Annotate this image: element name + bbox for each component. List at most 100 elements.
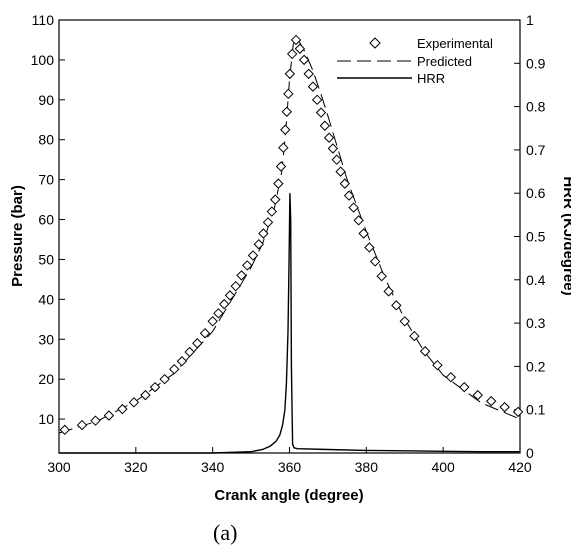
y-tick-label: 40 — [38, 291, 54, 307]
data-point-experimental — [247, 250, 259, 261]
y-tick-label: 80 — [38, 132, 54, 148]
x-tick-label: 340 — [201, 459, 225, 475]
y2-tick-label: 0.9 — [526, 55, 546, 71]
data-point-experimental — [399, 316, 410, 327]
data-point-experimental — [236, 270, 247, 281]
data-point-experimental — [409, 330, 420, 342]
data-point-experimental — [348, 202, 359, 213]
x-tick-label: 360 — [278, 459, 302, 475]
x-tick-label: 300 — [47, 459, 71, 475]
data-point-experimental — [353, 215, 364, 226]
data-point-experimental — [278, 142, 289, 153]
data-point-experimental — [311, 94, 323, 106]
data-point-experimental — [280, 124, 291, 135]
data-point-experimental — [335, 166, 346, 177]
y2-tick-label: 1 — [526, 12, 534, 28]
data-point-experimental — [270, 194, 281, 205]
data-point-experimental — [283, 88, 294, 100]
legend-item-predicted: Predicted — [337, 54, 472, 69]
data-point-experimental — [224, 290, 236, 301]
y-tick-label: 10 — [38, 411, 54, 427]
data-point-experimental — [218, 298, 230, 310]
data-point-experimental — [90, 415, 101, 426]
data-point-experimental — [262, 217, 274, 228]
data-point-experimental — [383, 286, 394, 297]
data-point-experimental — [76, 419, 88, 431]
y-tick-label: 100 — [31, 52, 55, 68]
y-tick-label: 60 — [38, 212, 54, 228]
y2-tick-label: 0 — [526, 445, 534, 461]
y-tick-label: 110 — [32, 12, 55, 28]
x-tick-label: 420 — [508, 459, 532, 475]
data-point-experimental — [281, 106, 293, 117]
y2-tick-label: 0.2 — [526, 358, 546, 374]
data-point-experimental — [103, 410, 115, 421]
data-point-experimental — [284, 68, 296, 80]
data-point-experimental — [339, 178, 351, 189]
data-point-experimental — [140, 389, 151, 401]
legend-diamond-marker — [369, 37, 381, 49]
legend-item-experimental: Experimental — [369, 36, 493, 51]
data-point-experimental — [472, 389, 483, 401]
data-point-experimental — [358, 228, 369, 239]
data-point-experimental — [207, 316, 218, 327]
data-point-experimental — [258, 228, 269, 239]
data-point-experimental — [327, 143, 339, 154]
data-point-experimental — [294, 43, 306, 54]
x-axis-title: Crank angle (degree) — [214, 487, 363, 504]
x-tick-label: 320 — [124, 459, 148, 475]
y-tick-label: 70 — [38, 172, 54, 188]
data-point-experimental — [192, 338, 203, 349]
data-point-experimental — [307, 81, 319, 92]
legend: Experimental Predicted HRR — [337, 36, 493, 86]
y-tick-label: 30 — [38, 331, 54, 347]
data-point-experimental — [242, 260, 253, 271]
data-point-experimental — [391, 300, 402, 311]
legend-label-experimental: Experimental — [417, 36, 493, 51]
legend-label-hrr: HRR — [417, 71, 445, 86]
legend-label-predicted: Predicted — [417, 54, 472, 69]
y2-tick-label: 0.5 — [526, 229, 546, 245]
series-line-hrr — [59, 193, 520, 454]
x-tick-label: 400 — [431, 459, 455, 475]
data-point-experimental — [364, 242, 375, 253]
figure-caption: (a) — [213, 520, 237, 545]
data-point-experimental — [419, 346, 431, 357]
data-point-experimental — [499, 401, 510, 413]
series-line-predicted — [58, 37, 521, 434]
data-point-experimental — [376, 271, 387, 282]
data-point-experimental — [459, 381, 470, 393]
y2-tick-label: 0.3 — [526, 315, 546, 331]
data-point-experimental — [266, 206, 278, 217]
data-point-experimental — [149, 381, 161, 393]
data-point-experimental — [286, 48, 298, 60]
ticks-layer: 300 320 340 360 380 400 4201020304050607080901… — [31, 12, 546, 475]
data-point-experimental — [303, 68, 314, 80]
y2-tick-label: 0.1 — [526, 402, 546, 418]
data-point-experimental — [117, 403, 128, 415]
data-point-experimental — [253, 239, 264, 250]
data-point-experimental — [485, 395, 497, 407]
data-point-experimental — [275, 161, 287, 172]
legend-item-hrr: HRR — [337, 71, 445, 86]
x-tick-label: 380 — [355, 459, 379, 475]
y2-tick-label: 0.8 — [526, 99, 546, 115]
data-point-experimental — [369, 256, 381, 267]
data-point-experimental — [343, 190, 355, 201]
data-point-experimental — [298, 54, 310, 66]
data-point-experimental — [319, 120, 331, 131]
y-tick-label: 50 — [38, 251, 54, 267]
data-point-experimental — [315, 107, 327, 118]
data-point-experimental — [273, 178, 284, 189]
data-point-experimental — [230, 280, 241, 292]
data-point-experimental — [331, 154, 342, 165]
series-layer — [58, 34, 524, 454]
y2-axis-title: HRR (KJ/degree) — [560, 176, 571, 295]
y-axis-title: Pressure (bar) — [9, 185, 26, 287]
data-point-experimental — [184, 346, 195, 358]
data-point-experimental — [512, 406, 524, 418]
data-point-experimental — [432, 359, 443, 371]
data-point-experimental — [199, 328, 211, 339]
y2-tick-label: 0.6 — [526, 185, 546, 201]
